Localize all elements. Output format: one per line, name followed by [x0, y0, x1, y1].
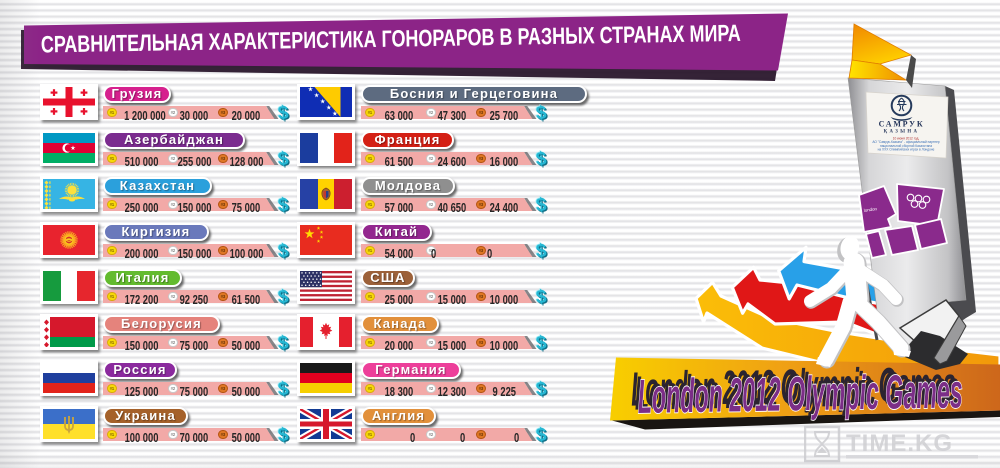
- svg-text:TIME.KG: TIME.KG: [846, 430, 953, 457]
- svg-text:London 2012 Olympic Games: London 2012 Olympic Games: [634, 362, 960, 421]
- svg-text:ҚАЗЫНА: ҚАЗЫНА: [884, 130, 920, 135]
- svg-text:САМРУК: САМРУК: [879, 120, 925, 129]
- svg-text:london: london: [863, 206, 877, 213]
- svg-text:АО "Самрук-Казына" - официальн: АО "Самрук-Казына" - официальный партнер: [872, 140, 939, 144]
- svg-text:на XXX Олимпийских играх в Лон: на XXX Олимпийских играх в Лондоне: [878, 148, 935, 152]
- svg-text:London 2012 Olympic Games: London 2012 Olympic Games: [631, 358, 957, 417]
- svg-text:национальной сборной Казахстан: национальной сборной Казахстана: [880, 144, 932, 148]
- svg-text:10 июня 2012 год,: 10 июня 2012 год,: [893, 137, 920, 141]
- svg-text:London 2012 Olympic Games: London 2012 Olympic Games: [637, 365, 963, 424]
